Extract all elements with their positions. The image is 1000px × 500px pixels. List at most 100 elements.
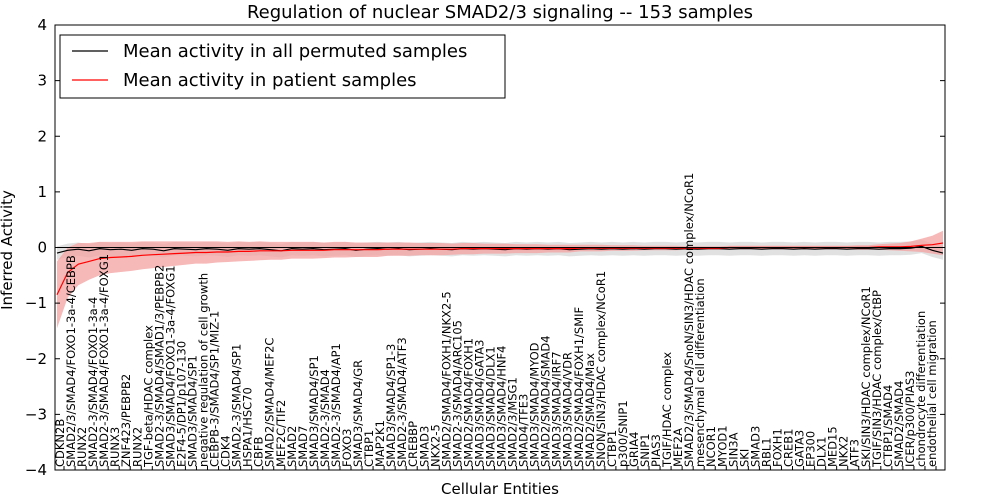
entity-label: SMAD2-3/SMAD4/AP1 bbox=[329, 343, 343, 467]
entity-label: SMAD2-3/SMAD4/ATF3 bbox=[395, 337, 409, 467]
y-tick-label: 1 bbox=[37, 183, 47, 201]
entity-label: GRIA4 bbox=[627, 432, 641, 467]
entity-label: FOXH1 bbox=[771, 428, 785, 467]
entity-label: CTBP1 bbox=[362, 430, 376, 467]
confidence-bands bbox=[57, 230, 943, 329]
y-tick-label: 2 bbox=[37, 127, 47, 145]
legend-frame bbox=[59, 34, 506, 99]
y-tick-label: 0 bbox=[37, 239, 47, 257]
entity-label: TGIF/SIN3/HDAC complex/CtBP bbox=[870, 290, 884, 468]
entity-label: SMAD3/SMAD4/DLX1 bbox=[484, 346, 498, 467]
entity-label: NKX2-5 bbox=[428, 424, 442, 467]
entity-label: ICER/p300/PIAS3 bbox=[903, 371, 917, 468]
entity-label: NKX2 bbox=[837, 436, 851, 467]
entity-label: SMAD7 bbox=[296, 426, 310, 467]
entity-label: GATA3 bbox=[793, 430, 807, 467]
entity-label: SMAD3/SMAD4/SP1-3 bbox=[384, 344, 398, 467]
entity-label: TGF-beta/HDAC complex bbox=[141, 325, 155, 468]
legend-label-permuted: Mean activity in all permuted samples bbox=[123, 41, 467, 62]
entity-label: FOXO3 bbox=[340, 429, 354, 467]
y-tick-label: −4 bbox=[25, 461, 47, 479]
entity-label: EP300 bbox=[804, 431, 818, 467]
y-tick-label: 4 bbox=[37, 16, 47, 34]
entity-label: TGIF/HDAC complex bbox=[660, 352, 674, 468]
entity-label: E2F4-5/DP1/p107-130 bbox=[174, 341, 188, 467]
entity-label: SMAD3/SMAD4/VDR bbox=[561, 352, 575, 467]
entity-label: MEF2A bbox=[671, 428, 685, 467]
entity-label: endothelial cell migration bbox=[925, 320, 939, 467]
y-tick-label: −3 bbox=[25, 405, 47, 423]
entity-label: SMAD3/SMAD4/FOXO1-3a-4/FOXG1 bbox=[163, 265, 177, 467]
entity-labels: CDKN2BSMAD2/3/SMAD4/FOXO1-3a-4/CEBPBRUNX… bbox=[53, 173, 939, 470]
entity-label: MED15 bbox=[826, 426, 840, 467]
entity-label: SMAD2/SMAD4/MEF2C bbox=[263, 338, 277, 467]
entity-label: SMAD2/3/SMAD4/SnoN/SIN3/HDAC complex/NCo… bbox=[682, 173, 696, 467]
entity-label: MAP2K1 bbox=[373, 420, 387, 467]
y-axis-label: Inferred Activity bbox=[0, 190, 16, 310]
entity-label: negative regulation of cell growth bbox=[197, 273, 211, 467]
entity-label: SMAD2/3/SMAD4/FOXO1-3a-4/CEBPB bbox=[64, 255, 78, 467]
entity-label: CREB1 bbox=[782, 429, 796, 468]
entity-label: SMAD4/TFE3 bbox=[517, 394, 531, 467]
entity-label: RUNX3 bbox=[108, 427, 122, 467]
entity-label: CTBP1 bbox=[605, 430, 619, 467]
entity-label: NCOR1 bbox=[704, 426, 718, 467]
entity-label: mesenchymal cell differentiation bbox=[693, 278, 707, 467]
legend-label-patient: Mean activity in patient samples bbox=[123, 70, 417, 91]
entity-label: chondrocyte differentiation bbox=[914, 311, 928, 467]
entity-label: SMAD2/SMAD4/FOXH1/SMIF bbox=[572, 307, 586, 467]
entity-label: RUNX2 bbox=[130, 427, 144, 467]
entity-label: SMAD3 bbox=[417, 426, 431, 467]
entity-label: ATF3 bbox=[848, 439, 862, 467]
entity-label: SMAD2-3/SMAD4/SMAD1/3/PEBPB2 bbox=[152, 265, 166, 467]
entity-label: PIAS3 bbox=[649, 434, 663, 467]
entity-label: RBL1 bbox=[759, 437, 773, 467]
entity-label: SMAD2-3/SMAD4/FOXO1-3a-4 bbox=[86, 297, 100, 467]
y-tick-label: −2 bbox=[25, 350, 47, 368]
entity-label: CDKN2B bbox=[53, 419, 67, 467]
entity-label: MEF2C/TIF2 bbox=[274, 400, 288, 467]
y-axis-ticks: −4 −3 −2 −1 0 1 2 3 4 bbox=[25, 16, 945, 479]
entity-label: SMAD2/3/MSG1 bbox=[506, 377, 520, 467]
entity-label: SMAD3 bbox=[748, 426, 762, 467]
entity-label: HSPA1/HSC70 bbox=[241, 387, 255, 467]
entity-label: SMAD3/SMAD4/GR bbox=[351, 360, 365, 467]
entity-label: SKI/SIN3/HDAC complex/NCoR1 bbox=[859, 286, 873, 467]
entity-label: SMAD3/SMAD4/GATA3 bbox=[472, 340, 486, 467]
entity-label: p300/SNIP1 bbox=[616, 400, 630, 467]
entity-label: DLX1 bbox=[815, 437, 829, 467]
entity-label: MYOD1 bbox=[715, 425, 729, 467]
entity-label: SMAD2-3/SMAD4/SP1 bbox=[230, 344, 244, 467]
entity-label: CDK4 bbox=[219, 435, 233, 467]
entity-label: SMAD2/SMAD4/FOXH1 bbox=[461, 338, 475, 467]
entity-label: RUNX2 bbox=[75, 427, 89, 467]
entity-label: SMAD2-3/SMAD4/ARC105 bbox=[450, 320, 464, 467]
entity-label: SMAD2 bbox=[285, 426, 299, 467]
entity-label: SMAD2/SMAD4/SMAD4 bbox=[539, 335, 553, 467]
legend: Mean activity in all permuted samples Me… bbox=[59, 34, 506, 99]
entity-label: SMAD3/SMAD4/HNF4 bbox=[495, 346, 509, 467]
entity-label: SNIP1 bbox=[638, 433, 652, 467]
entity-label: SMAD3/SMAD4/IRF7 bbox=[550, 351, 564, 467]
entity-label: CEBPB-3/SMAD4/SP1/MIZ-1 bbox=[208, 311, 222, 467]
x-axis-label: Cellular Entities bbox=[441, 480, 559, 498]
entity-label: CBFB bbox=[252, 436, 266, 467]
entity-label: SNON/SIN3/HDAC complex/NCoR1 bbox=[594, 271, 608, 467]
entity-label: SMAD2-3/SMAD4 bbox=[318, 369, 332, 467]
chart-title: Regulation of nuclear SMAD2/3 signaling … bbox=[247, 2, 753, 23]
entity-label: SMAD3/SMAD4/SP1 bbox=[186, 355, 200, 467]
entity-label: SKI bbox=[737, 449, 751, 467]
entity-label: SMAD3/SMAD4/SP1 bbox=[307, 355, 321, 467]
y-tick-label: −1 bbox=[25, 294, 47, 312]
entity-label: ZNF423/PEBPB2 bbox=[119, 374, 133, 467]
entity-label: SMAD2/SMAD4/Max bbox=[583, 353, 597, 467]
entity-label: SMAD3/SMAD4/MYOD bbox=[528, 342, 542, 467]
entity-label: SMAD2-3/SMAD4/FOXO1-3a-4/FOXG1 bbox=[97, 254, 111, 467]
entity-label: CREBBP bbox=[406, 421, 420, 467]
permuted-mean-line bbox=[56, 245, 944, 254]
entity-label: SMAD2/SMAD4/FOXH1/NKX2-5 bbox=[439, 291, 453, 467]
entity-label: SMAD2/SMAD4 bbox=[892, 381, 906, 467]
entity-label: SIN3A bbox=[726, 432, 740, 467]
patient-band bbox=[57, 230, 943, 329]
